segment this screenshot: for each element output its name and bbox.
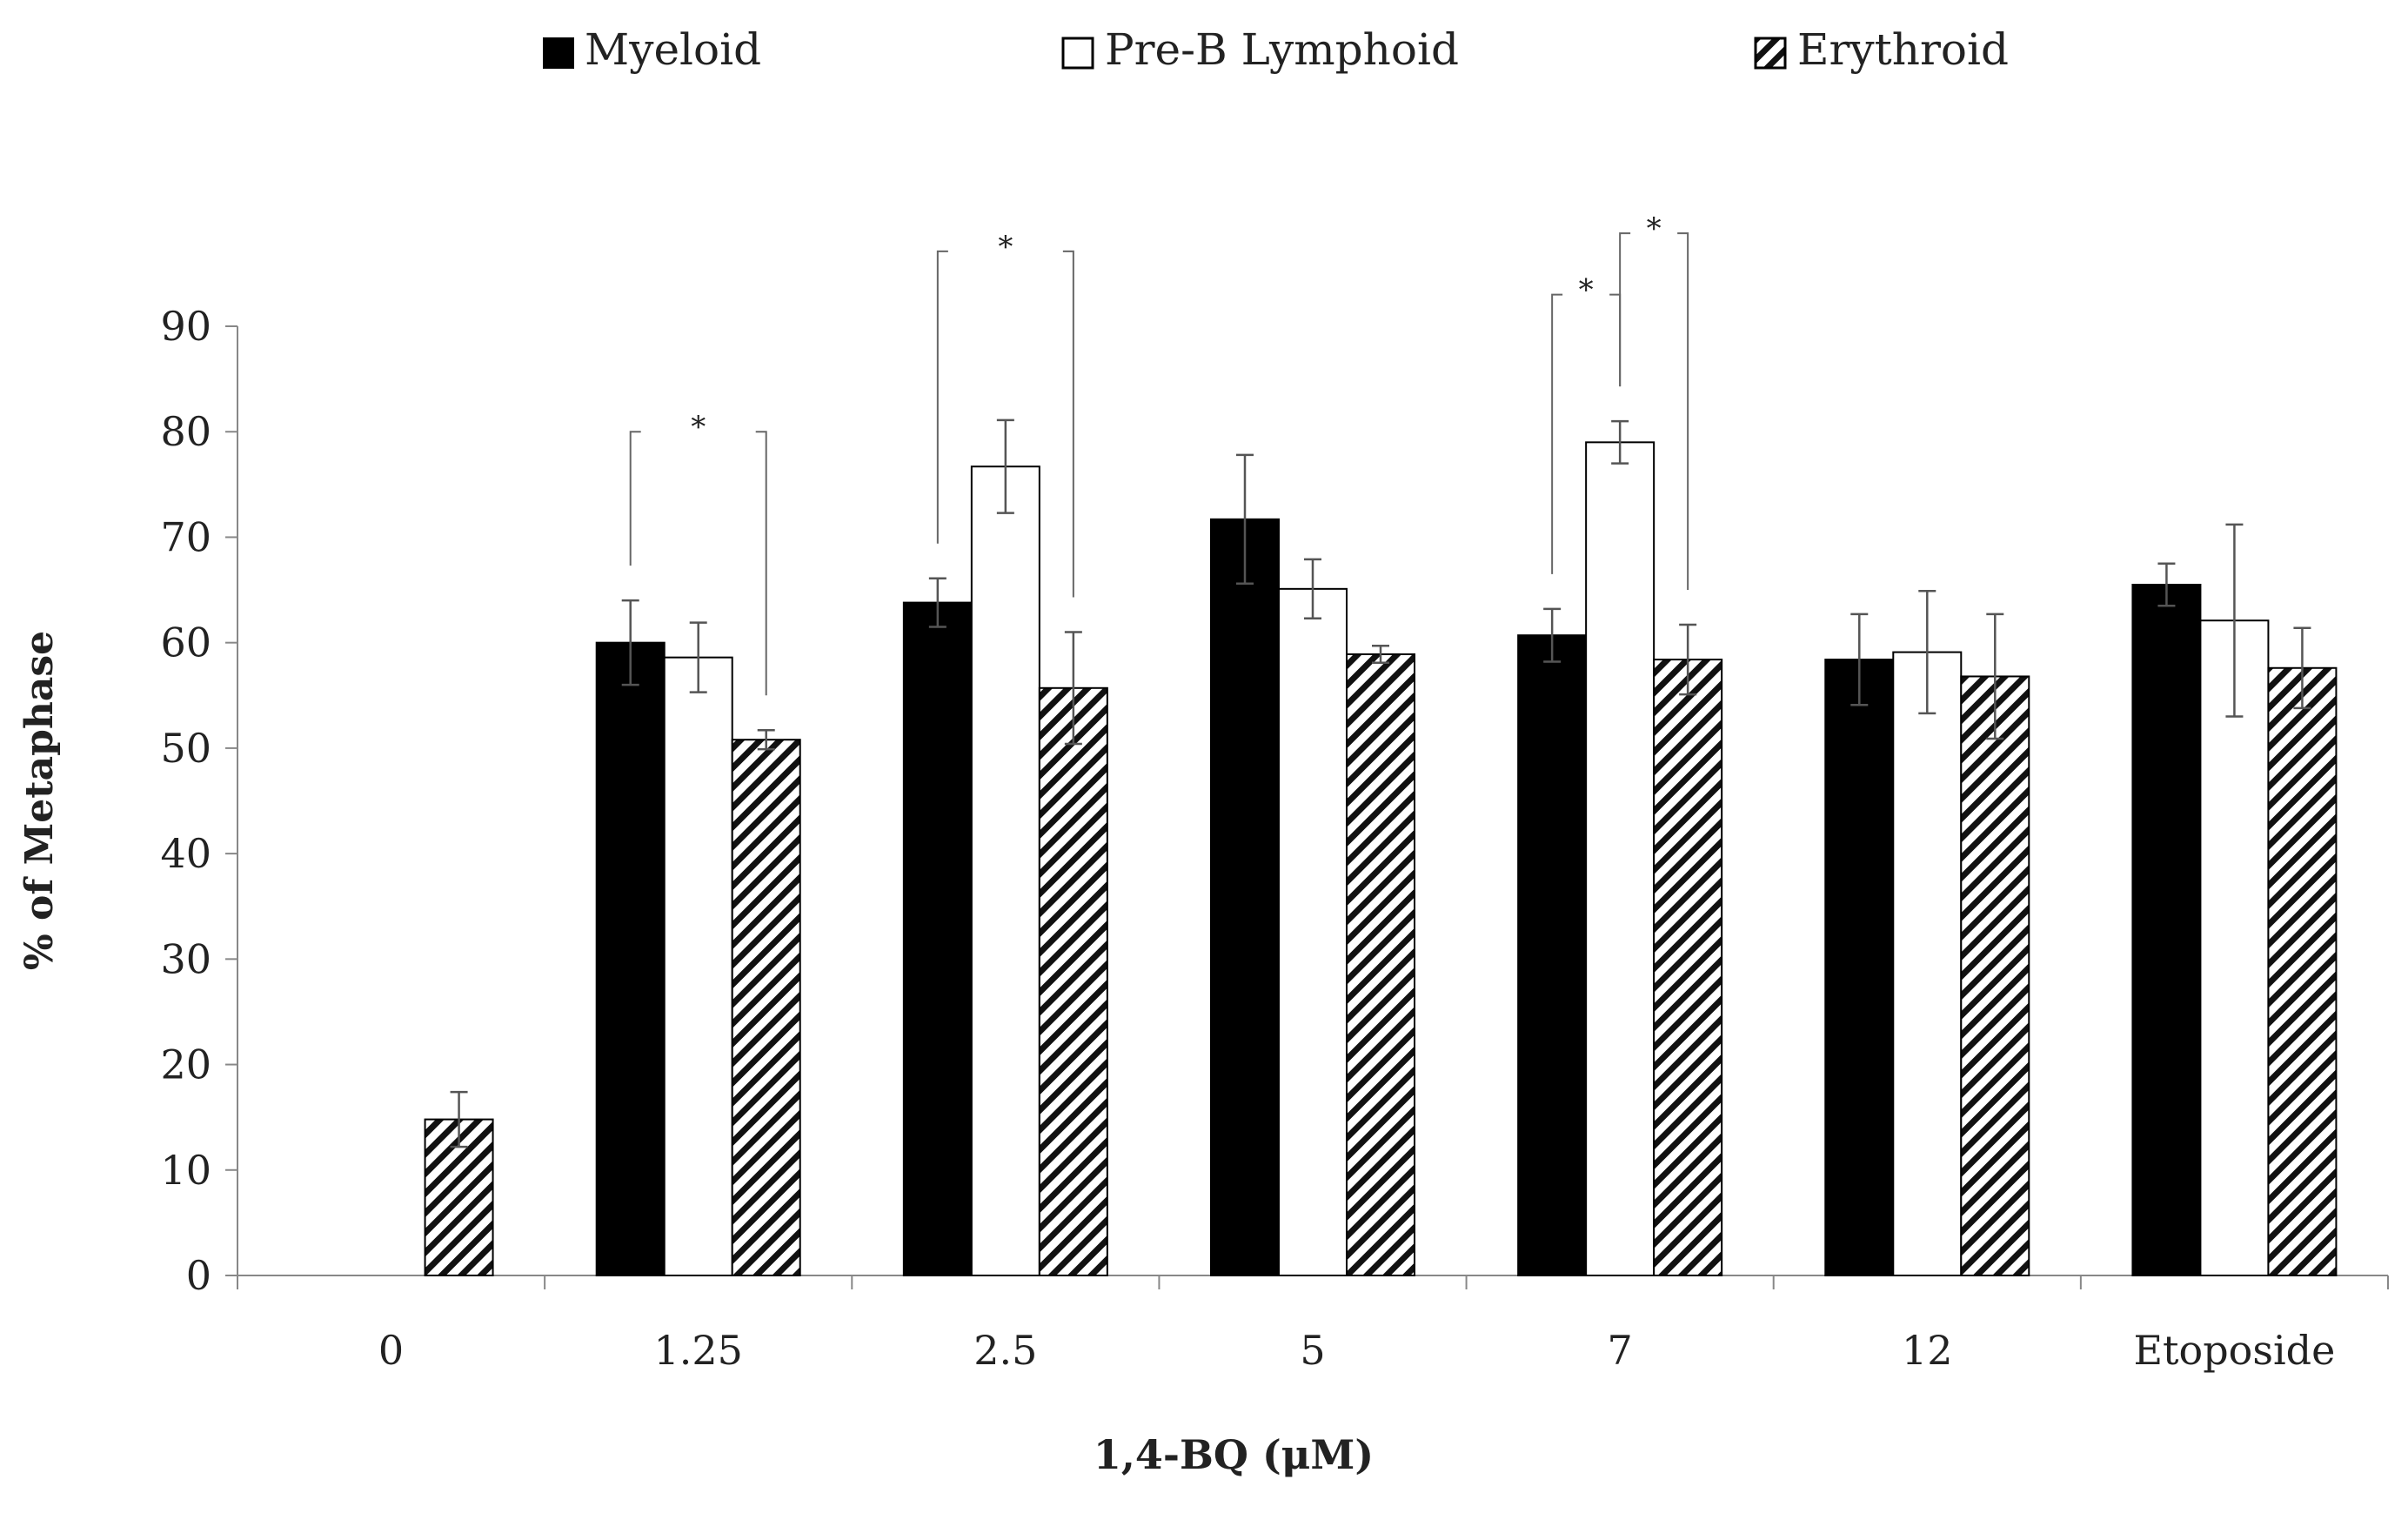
x-tick-label: 2.5 [973,1327,1037,1374]
y-tick-label: 10 [160,1147,211,1194]
bar-erythroid-etoposide [2267,666,2338,1276]
x-axis-title: 1,4-BQ (μM) [1094,1431,1374,1478]
y-tick-label: 50 [160,725,211,772]
legend-item-erythroid: Erythroid [1754,24,2009,75]
legend: Myeloid Pre-B Lymphoid Erythroid [543,24,2009,75]
bar-erythroid-7 [1653,659,1723,1276]
significance-label: * [1647,211,1662,246]
bar-myeloid-5 [1210,518,1280,1276]
significance-brackets: * * * * [629,211,1689,696]
legend-swatch-myeloid [543,37,574,69]
legend-label-pre-b-lymphoid: Pre-B Lymphoid [1105,24,1459,75]
y-tick-label: 70 [160,513,211,560]
significance-bracket-2-5 [936,250,1074,598]
bar-myeloid-1-25 [595,641,666,1276]
significance-label: * [1579,273,1594,308]
legend-swatch-pre-b-lymphoid [1061,37,1094,70]
bar-erythroid-12 [1960,675,2030,1276]
x-tick-label: 7 [1608,1327,1633,1374]
legend-item-pre-b-lymphoid: Pre-B Lymphoid [1061,24,1459,75]
bars [424,441,2338,1277]
significance-label: * [691,410,706,445]
y-tick-label: 20 [160,1041,211,1088]
y-tick-label: 40 [160,830,211,877]
x-tick-label: 1.25 [654,1327,743,1374]
bar-myeloid-etoposide [2131,583,2202,1276]
y-tick-label: 90 [160,303,211,350]
error-bars [450,418,2311,1148]
bar-erythroid-2-5 [1038,686,1108,1276]
y-tick-label: 80 [160,408,211,455]
x-tick-label: Etoposide [2133,1327,2335,1374]
legend-swatch-erythroid [1754,37,1787,70]
bar-pre-b-lymphoid-7 [1585,441,1656,1277]
significance-bracket-1-25 [629,431,767,696]
bar-pre-b-lymphoid-etoposide [2199,619,2270,1276]
bar-pre-b-lymphoid-12 [1892,651,1963,1276]
y-tick-label: 0 [186,1252,211,1299]
x-tick-label: 5 [1300,1327,1325,1374]
legend-label-myeloid: Myeloid [585,24,761,75]
y-axis-ticks: 0 10 20 30 40 50 60 70 80 90 [160,303,237,1299]
x-tick-label: 0 [378,1327,404,1374]
legend-item-myeloid: Myeloid [543,24,761,75]
x-axis-ticks: 0 1.25 2.5 5 7 12 Etoposide [237,1275,2389,1374]
bar-pre-b-lymphoid-1-25 [663,656,733,1276]
significance-label: * [998,230,1013,264]
legend-label-erythroid: Erythroid [1797,24,2009,75]
y-tick-label: 30 [160,935,211,982]
bar-pre-b-lymphoid-5 [1278,587,1348,1276]
significance-bracket-7 [1619,232,1689,591]
bar-myeloid-2-5 [902,601,973,1276]
x-tick-label: 12 [1902,1327,1953,1374]
bar-pre-b-lymphoid-2-5 [970,465,1040,1276]
bar-erythroid-5 [1346,653,1415,1276]
bar-myeloid-7 [1517,634,1588,1276]
bar-myeloid-12 [1824,659,1895,1276]
y-axis-title: % of Metaphase [17,631,62,970]
bar-erythroid-1-25 [731,739,801,1276]
y-tick-label: 60 [160,619,211,666]
